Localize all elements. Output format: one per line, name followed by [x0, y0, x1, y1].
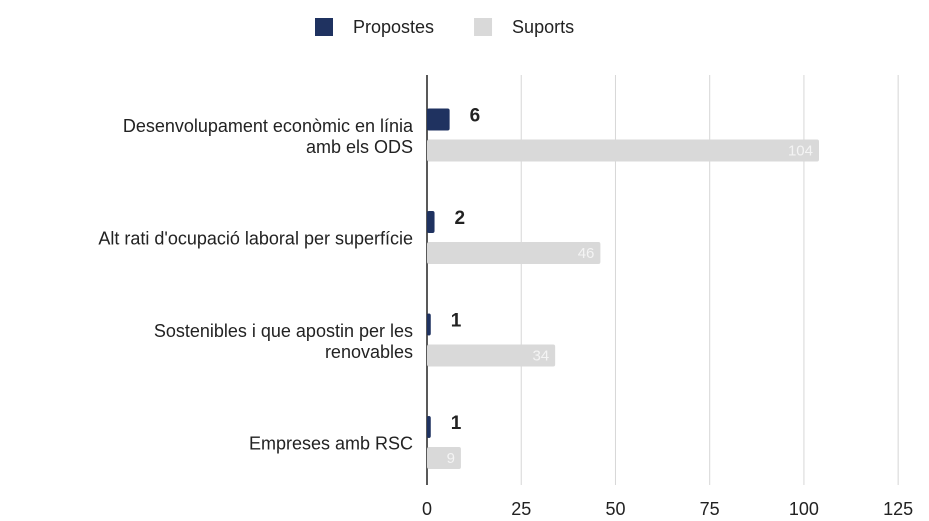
legend-swatch: [474, 18, 493, 36]
bar: [427, 139, 819, 162]
value-label: 1: [451, 311, 462, 332]
bar: [427, 242, 601, 264]
x-tick-label: 0: [422, 499, 432, 519]
value-label: 46: [578, 245, 595, 262]
value-label: 34: [532, 347, 549, 364]
bar: [427, 108, 450, 131]
legend-swatch: [315, 18, 333, 36]
y-tick-label: Sostenibles i que apostin per les renova…: [153, 320, 413, 362]
x-tick-label: 125: [883, 499, 913, 519]
y-tick-label: Desenvolupament econòmic en línia amb el…: [122, 115, 413, 157]
value-label: 9: [447, 450, 455, 467]
value-label: 2: [455, 208, 466, 229]
x-tick-label: 50: [605, 499, 625, 519]
x-tick-label: 100: [789, 499, 819, 519]
bar: [427, 211, 435, 233]
y-tick-label: Alt rati d'ocupació laboral per superfíc…: [98, 228, 413, 249]
x-tick-label: 25: [511, 499, 531, 519]
legend-label: Propostes: [353, 17, 434, 37]
x-tick-label: 75: [700, 499, 720, 519]
bar: [427, 344, 556, 367]
bar: [427, 447, 461, 469]
bar: [427, 313, 431, 336]
y-tick-label: Empreses amb RSC: [248, 433, 413, 454]
value-label: 6: [470, 106, 481, 127]
legend-label: Suports: [512, 17, 574, 37]
value-label: 104: [788, 142, 813, 159]
bar: [427, 416, 431, 438]
value-label: 1: [451, 413, 462, 434]
